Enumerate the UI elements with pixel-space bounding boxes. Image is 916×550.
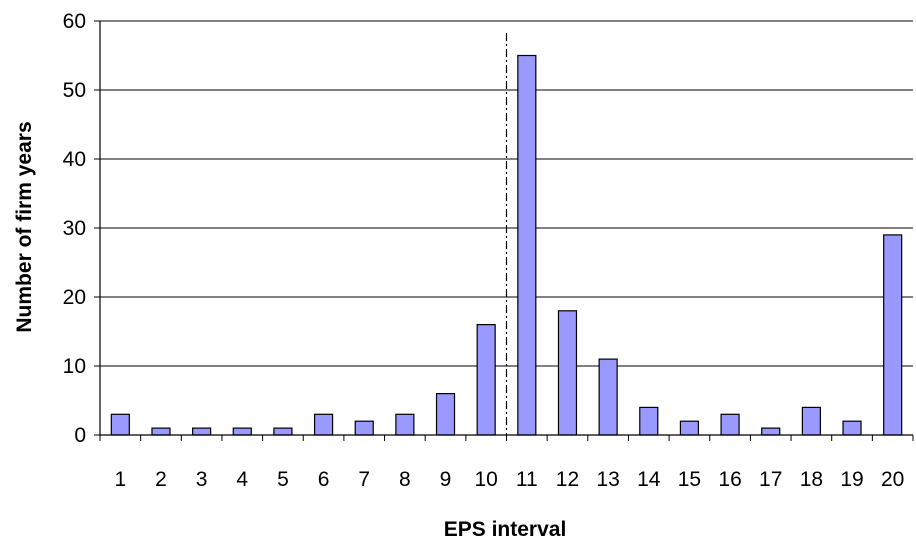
x-tick-label: 9 <box>440 468 452 491</box>
x-axis-title: EPS interval <box>444 518 567 541</box>
bar-5 <box>273 427 293 436</box>
x-tick-label: 20 <box>881 468 904 491</box>
x-tick-label: 18 <box>800 468 823 491</box>
x-tick-label: 10 <box>474 468 497 491</box>
x-tick-label: 12 <box>556 468 579 491</box>
y-tick-label: 0 <box>74 424 86 447</box>
x-tick-label: 4 <box>236 468 248 491</box>
x-tick-label: 14 <box>637 468 661 491</box>
x-tick-label: 6 <box>318 468 330 491</box>
bar-15 <box>679 420 700 436</box>
bar-12 <box>557 310 578 436</box>
x-tick-label: 16 <box>718 468 741 491</box>
x-tick-label: 5 <box>277 468 289 491</box>
bar-11 <box>517 54 537 436</box>
bar-18 <box>801 406 821 436</box>
x-tick-label: 2 <box>155 468 167 491</box>
bar-4 <box>232 427 252 436</box>
y-tick-label: 10 <box>63 355 86 378</box>
y-tick-label: 40 <box>63 148 86 171</box>
x-tick-label: 19 <box>840 468 863 491</box>
x-tick-labels: 1 2 3 4 5 6 7 8 9 10 11 12 13 14 15 16 17 18 19 20 <box>114 468 904 491</box>
bar-20 <box>883 234 903 436</box>
x-tick-label: 13 <box>596 468 619 491</box>
bar-6 <box>313 413 334 436</box>
y-tick-label: 30 <box>63 217 86 240</box>
axes <box>94 20 914 441</box>
bar-1 <box>110 413 130 436</box>
x-tick-label: 1 <box>114 468 126 491</box>
bar-19 <box>842 420 862 436</box>
bar-8 <box>395 413 415 436</box>
bar-16 <box>720 413 740 436</box>
bar-7 <box>354 420 374 436</box>
x-tick-label: 8 <box>399 468 411 491</box>
bar-10 <box>476 324 496 436</box>
y-tick-label: 50 <box>63 79 86 102</box>
x-tick-label: 3 <box>196 468 208 491</box>
bars <box>110 54 903 436</box>
bar-14 <box>639 406 659 436</box>
bar-3 <box>192 427 212 436</box>
x-tick-label: 17 <box>759 468 782 491</box>
y-tick-label: 20 <box>63 286 86 309</box>
x-tick-label: 15 <box>678 468 701 491</box>
y-axis-title: Number of firm years <box>13 121 36 332</box>
bar-17 <box>761 427 781 436</box>
y-tick-label: 60 <box>63 10 86 33</box>
x-tick-label: 7 <box>358 468 370 491</box>
x-tick-label: 11 <box>516 468 538 491</box>
bar-13 <box>598 358 618 436</box>
y-tick-labels: 0 10 20 30 40 50 60 <box>63 10 86 447</box>
bar-9 <box>435 393 456 436</box>
bar-2 <box>151 427 171 436</box>
